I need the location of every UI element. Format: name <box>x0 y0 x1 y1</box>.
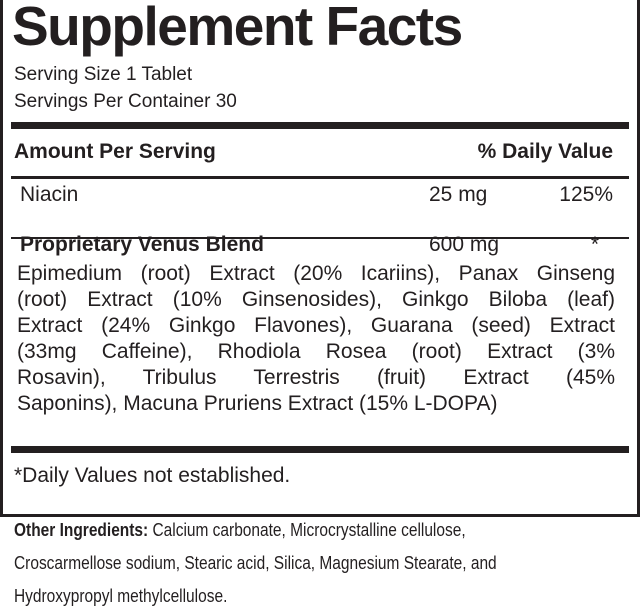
blend-line: Saponins), Macuna Pruriens Extract (15% … <box>17 392 498 415</box>
thick-divider <box>11 122 629 129</box>
amount-header: Amount Per Serving <box>14 140 216 163</box>
blend-line: Rosavin), Tribulus Terrestris (fruit) Ex… <box>17 366 615 389</box>
panel-title: Supplement Facts <box>12 0 463 57</box>
blend-ingredients: Epimedium (root) Extract (20% Icariins),… <box>17 261 615 417</box>
divider <box>11 176 629 179</box>
nutrient-dv: * <box>590 233 599 256</box>
blend-line: Extract (24% Ginkgo Flavones), Guarana (… <box>17 314 615 337</box>
nutrient-name: Niacin <box>20 183 79 206</box>
other-ingredients-label: Other Ingredients: <box>14 520 149 540</box>
blend-line: (33mg Caffeine), Rhodiola Rosea (root) E… <box>17 340 615 363</box>
divider <box>11 237 629 239</box>
other-ingredients-line: Hydroxypropyl methylcellulose. <box>14 586 228 606</box>
dv-header: % Daily Value <box>477 140 613 163</box>
nutrient-amount: 600 mg <box>429 233 500 256</box>
nutrient-row: Proprietary Venus Blend 600 mg * <box>14 233 613 257</box>
nutrient-name: Proprietary Venus Blend <box>20 233 264 256</box>
nutrient-row: Niacin 25 mg 125% <box>14 183 613 207</box>
nutrient-amount: 25 mg <box>429 183 488 206</box>
servings-per-container: Servings Per Container 30 <box>14 91 237 112</box>
header-row: Amount Per Serving % Daily Value <box>14 140 613 164</box>
supplement-facts-panel: Supplement Facts Serving Size 1 Tablet S… <box>0 0 640 517</box>
nutrient-dv: 125% <box>559 183 613 206</box>
other-ingredients: Other Ingredients: Calcium carbonate, Mi… <box>14 514 616 613</box>
blend-line: Epimedium (root) Extract (20% Icariins),… <box>17 262 615 285</box>
other-ingredients-line: Calcium carbonate, Microcrystalline cell… <box>148 520 466 540</box>
footnote: *Daily Values not established. <box>14 464 291 487</box>
blend-line: (root) Extract (10% Ginsenosides), Ginkg… <box>17 288 615 311</box>
other-ingredients-line: Croscarmellose sodium, Stearic acid, Sil… <box>14 553 497 573</box>
serving-size: Serving Size 1 Tablet <box>14 64 193 85</box>
thick-divider <box>11 446 629 453</box>
